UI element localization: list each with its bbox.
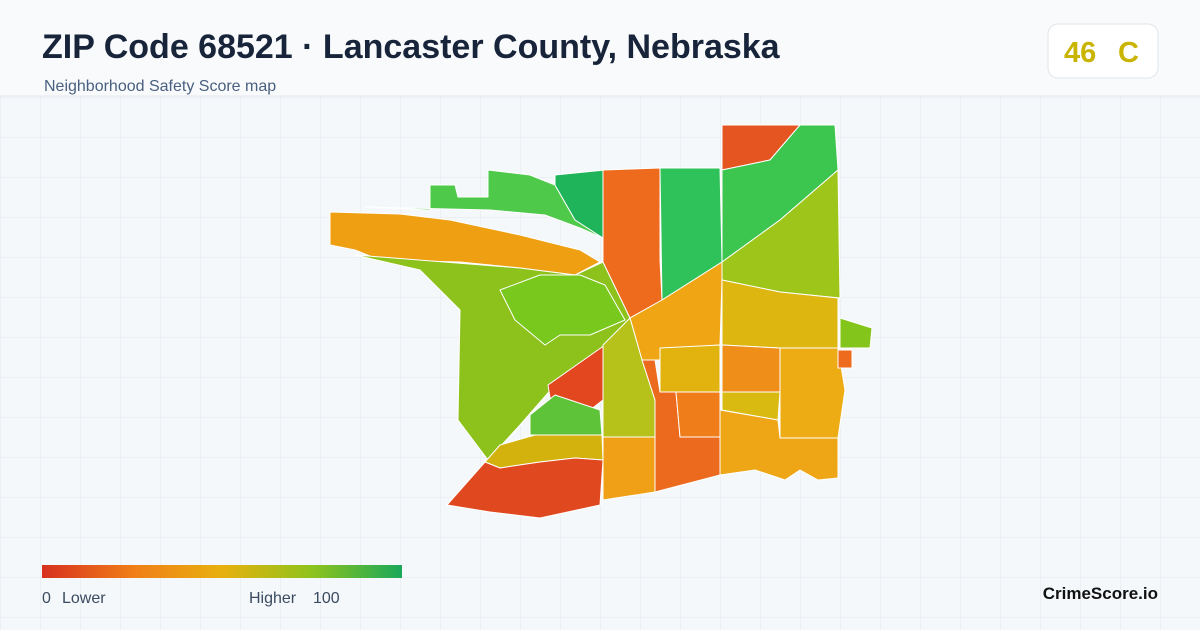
legend-min-label: Lower	[62, 590, 106, 607]
region	[779, 347, 846, 439]
legend-max-label: Higher	[249, 590, 297, 607]
subtitle: Neighborhood Safety Score map	[44, 78, 276, 95]
brand: CrimeScore.io	[1043, 584, 1158, 603]
region	[839, 317, 873, 349]
region	[659, 344, 721, 393]
region	[364, 169, 604, 239]
region	[499, 274, 626, 346]
legend-max: 100	[313, 590, 340, 607]
legend-min: 0	[42, 590, 51, 607]
zip-map	[329, 124, 873, 519]
header-band	[0, 0, 1200, 96]
region	[446, 457, 604, 519]
region	[719, 409, 839, 481]
region	[675, 391, 721, 438]
title: ZIP Code 68521 · Lancaster County, Nebra…	[42, 28, 781, 66]
region	[837, 349, 853, 369]
legend-gradient	[42, 565, 402, 578]
region	[721, 344, 781, 393]
region	[602, 436, 656, 501]
score-badge	[1047, 23, 1159, 79]
score-grade: C	[1118, 37, 1139, 69]
score-value: 46	[1064, 37, 1096, 69]
region	[529, 394, 603, 436]
